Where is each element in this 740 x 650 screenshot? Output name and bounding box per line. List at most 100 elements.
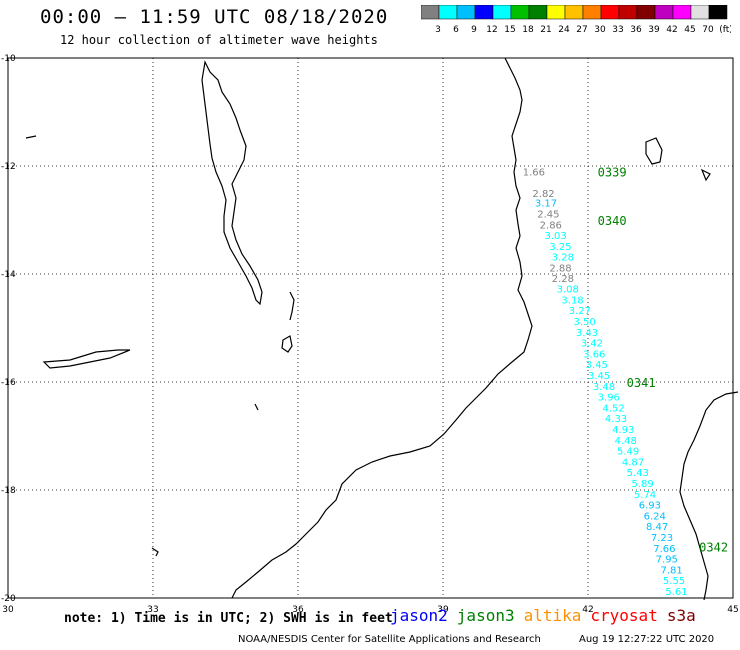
pass-time-label: 0341 bbox=[627, 376, 656, 390]
wave-height-value: 4.87 bbox=[622, 457, 644, 468]
wave-height-value: 2.28 bbox=[552, 274, 574, 285]
colorbar-label: 33 bbox=[612, 25, 623, 35]
wave-height-value: 3.42 bbox=[581, 339, 603, 350]
wave-height-value: 1.66 bbox=[523, 167, 545, 178]
legend-item-jason3: jason3 bbox=[456, 606, 515, 625]
latitude-tick-label: -14 bbox=[1, 270, 16, 280]
map-title: 00:00 – 11:59 UTC 08/18/2020 bbox=[40, 6, 389, 28]
wave-height-value: 8.47 bbox=[646, 522, 668, 533]
wave-height-value: 5.49 bbox=[617, 447, 639, 458]
lake-chilwa bbox=[281, 335, 293, 353]
legend-item-cryosat: cryosat bbox=[590, 606, 658, 625]
colorbar-label: 36 bbox=[630, 25, 642, 35]
colorbar-label: 27 bbox=[576, 25, 587, 35]
longitude-tick-label: 39 bbox=[437, 605, 449, 615]
small-island bbox=[25, 135, 37, 139]
colorbar-label: 24 bbox=[558, 25, 570, 35]
wave-height-value: 3.27 bbox=[569, 306, 591, 317]
wave-height-value: 4.93 bbox=[612, 425, 634, 436]
pass-time-label: 0340 bbox=[598, 214, 627, 228]
latitude-tick-label: -20 bbox=[1, 594, 16, 604]
colorbar-label: 6 bbox=[453, 25, 459, 35]
wave-height-value: 3.18 bbox=[561, 295, 583, 306]
wave-height-value: 3.50 bbox=[574, 317, 596, 328]
colorbar-label: 3 bbox=[435, 25, 441, 35]
wave-height-value: 2.45 bbox=[537, 210, 559, 221]
colorbar-label: 12 bbox=[486, 25, 497, 35]
latitude-tick-label: -10 bbox=[1, 54, 16, 64]
pass-time-label: 0342 bbox=[699, 541, 728, 555]
colorbar-label: 15 bbox=[504, 25, 515, 35]
wave-height-value: 5.89 bbox=[632, 479, 654, 490]
wave-height-value: 4.52 bbox=[603, 403, 625, 414]
wave-height-value: 3.28 bbox=[552, 253, 574, 264]
wave-height-value: 6.24 bbox=[644, 511, 666, 522]
colorbar-label: 30 bbox=[594, 25, 606, 35]
wave-height-value: 3.43 bbox=[576, 328, 598, 339]
wave-height-value: 3.08 bbox=[557, 285, 579, 296]
credit-date: Aug 19 12:27:22 UTC 2020 bbox=[579, 634, 715, 645]
wave-height-value: 3.45 bbox=[588, 371, 610, 382]
lake-malawi bbox=[201, 60, 263, 306]
colorbar-label: 70 bbox=[702, 25, 714, 35]
latitude-tick-label: -12 bbox=[1, 162, 16, 172]
wave-height-value: 3.66 bbox=[583, 349, 605, 360]
longitude-tick-label: 33 bbox=[147, 605, 158, 615]
wave-height-value: 7.66 bbox=[653, 544, 675, 555]
longitude-tick-label: 30 bbox=[2, 605, 14, 615]
madagascar-coastline bbox=[679, 391, 739, 601]
africa-coastline bbox=[231, 57, 533, 599]
wave-height-value: 3.17 bbox=[535, 199, 557, 210]
wave-height-value: 3.48 bbox=[593, 382, 615, 393]
colorbar-label: (ft) bbox=[719, 25, 731, 35]
legend-item-altika: altika bbox=[523, 606, 582, 625]
wave-height-value: 5.43 bbox=[627, 468, 649, 479]
pass-time-label: 0339 bbox=[598, 165, 627, 179]
comoros-island bbox=[700, 168, 711, 182]
colorbar-swatch bbox=[708, 5, 728, 20]
small-island bbox=[254, 403, 259, 411]
wave-height-value: 4.33 bbox=[605, 414, 627, 425]
legend-item-s3a: s3a bbox=[666, 606, 696, 625]
longitude-tick-label: 36 bbox=[292, 605, 304, 615]
small-island bbox=[151, 547, 159, 557]
map-frame bbox=[7, 57, 734, 599]
wave-height-value: 7.81 bbox=[661, 565, 683, 576]
colorbar-label: 42 bbox=[666, 25, 677, 35]
wave-height-value: 5.61 bbox=[665, 587, 687, 598]
satellite-legend: jason2 jason3 altika cryosat s3a bbox=[390, 606, 705, 625]
wave-height-value: 6.93 bbox=[639, 501, 661, 512]
colorbar-label: 21 bbox=[540, 25, 551, 35]
lake-fragment bbox=[289, 291, 295, 321]
wave-height-value: 7.23 bbox=[651, 533, 673, 544]
colorbar-label: 39 bbox=[648, 25, 660, 35]
wave-height-value: 3.45 bbox=[586, 360, 608, 371]
wave-height-value: 2.88 bbox=[549, 264, 571, 275]
latitude-tick-label: -16 bbox=[1, 378, 16, 388]
credit-line: NOAA/NESDIS Center for Satellite Applica… bbox=[238, 634, 541, 645]
mayotte-island bbox=[645, 137, 663, 165]
colorbar-label: 9 bbox=[471, 25, 477, 35]
map-grid: 30 33 36 39 42 45 -10 -12 -14 -16 -18 -20 bbox=[1, 54, 739, 615]
wave-height-value: 5.74 bbox=[634, 490, 656, 501]
legend-item-jason2: jason2 bbox=[390, 606, 448, 625]
wave-height-value: 3.96 bbox=[598, 393, 620, 404]
wave-height-value: 4.48 bbox=[615, 436, 637, 447]
coastlines bbox=[25, 57, 739, 601]
wave-height-value: 7.95 bbox=[656, 555, 678, 566]
map-subtitle: 12 hour collection of altimeter wave hei… bbox=[60, 33, 378, 47]
colorbar-label: 18 bbox=[522, 25, 534, 35]
wave-height-value: 2.82 bbox=[532, 189, 554, 200]
lake-kariba bbox=[42, 349, 131, 369]
colorbar-label: 45 bbox=[684, 25, 695, 35]
longitude-tick-label: 42 bbox=[582, 605, 593, 615]
wave-height-value: 3.03 bbox=[545, 231, 567, 242]
longitude-tick-label: 45 bbox=[727, 605, 738, 615]
wave-height-value: 2.86 bbox=[540, 220, 562, 231]
wave-height-value: 3.25 bbox=[549, 242, 571, 253]
wave-height-value: 5.55 bbox=[663, 576, 685, 587]
latitude-tick-label: -18 bbox=[1, 486, 16, 496]
footnote: note: 1) Time is in UTC; 2) SWH is in fe… bbox=[64, 611, 393, 626]
